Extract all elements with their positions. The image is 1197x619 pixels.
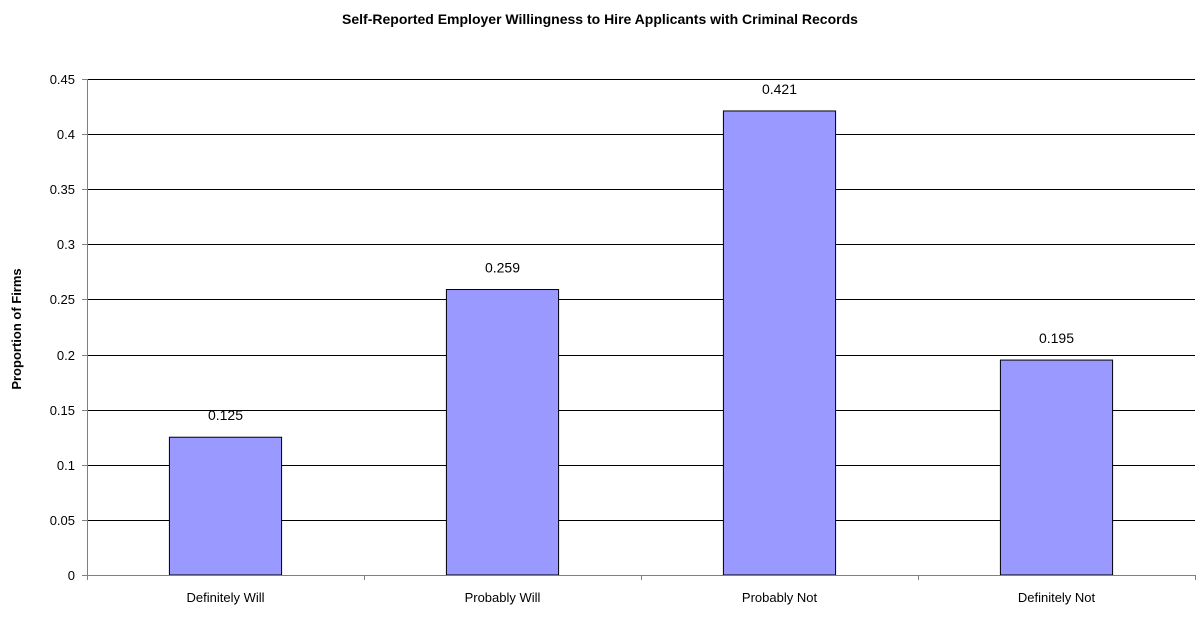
y-tick-label: 0.35 bbox=[50, 182, 75, 197]
y-tick-label: 0.2 bbox=[57, 348, 75, 363]
y-tick-label: 0.1 bbox=[57, 458, 75, 473]
y-tick-label: 0.4 bbox=[57, 127, 75, 142]
y-tick-label: 0 bbox=[68, 568, 75, 583]
bar-definitely-not bbox=[999, 359, 1114, 576]
data-labels: 0.125 0.259 0.421 0.195 bbox=[208, 81, 1074, 423]
axes: 0 0.05 0.1 0.15 0.2 0.25 0.3 0.35 0.4 0.45 Definit… bbox=[50, 72, 1196, 605]
bar-probably-will bbox=[445, 289, 560, 576]
bars bbox=[168, 110, 1114, 576]
y-tick-label: 0.25 bbox=[50, 292, 75, 307]
data-label: 0.259 bbox=[485, 260, 520, 276]
y-tick-label: 0.05 bbox=[50, 513, 75, 528]
bar-probably-not bbox=[722, 110, 837, 576]
bar-definitely-will bbox=[168, 436, 283, 576]
y-axis-label: Proportion of Firms bbox=[9, 268, 24, 389]
y-tick-label: 0.45 bbox=[50, 72, 75, 87]
x-tick-label: Probably Will bbox=[465, 590, 541, 605]
data-label: 0.125 bbox=[208, 407, 243, 423]
x-tick-label: Definitely Not bbox=[1018, 590, 1096, 605]
y-tick-label: 0.15 bbox=[50, 403, 75, 418]
chart-title: Self-Reported Employer Willingness to Hi… bbox=[342, 11, 858, 27]
x-tick-label: Definitely Will bbox=[186, 590, 264, 605]
data-label: 0.195 bbox=[1039, 330, 1074, 346]
y-tick-label: 0.3 bbox=[57, 237, 75, 252]
data-label: 0.421 bbox=[762, 81, 797, 97]
x-tick-label: Probably Not bbox=[742, 590, 818, 605]
